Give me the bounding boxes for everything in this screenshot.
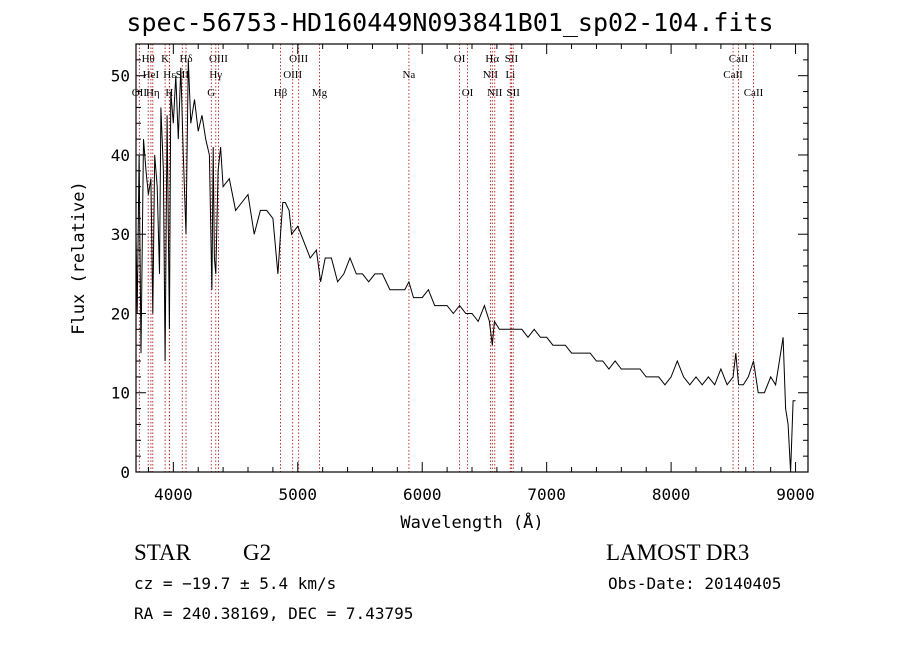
y-tick-label: 10: [111, 384, 130, 403]
marker-label: Mg: [312, 87, 328, 99]
marker-label: SII: [176, 69, 190, 81]
flux-line: [136, 59, 796, 472]
marker-label: Hη: [146, 87, 160, 99]
flux-series: [136, 59, 796, 472]
y-tick-label: 30: [111, 225, 130, 244]
y-tick-label: 40: [111, 146, 130, 165]
marker-label: K: [161, 53, 169, 65]
marker-label: Na: [402, 69, 415, 81]
x-tick-label: 8000: [652, 485, 691, 504]
marker-label: Hε: [163, 69, 176, 81]
axis-labels: Wavelength (Å) Flux (relative): [69, 181, 544, 533]
marker-label: OIII: [289, 53, 308, 65]
marker-label: NII: [487, 87, 503, 99]
marker-label: SII: [505, 53, 519, 65]
x-tick-label: 5000: [279, 485, 318, 504]
marker-label: OI: [462, 87, 474, 99]
spectral-subclass: G2: [243, 540, 272, 565]
marker-label: HeI: [143, 69, 160, 81]
chart-title: spec-56753-HD160449N093841B01_sp02-104.f…: [126, 8, 774, 37]
redshift-value: cz = −19.7 ± 5.4 km/s: [134, 574, 337, 593]
y-tick-label: 0: [120, 463, 130, 482]
marker-label: OIII: [209, 53, 228, 65]
marker-label: Hβ: [274, 87, 288, 99]
marker-label: G: [207, 87, 215, 99]
plot-frame: [135, 43, 809, 473]
y-axis-label: Flux (relative): [69, 181, 89, 335]
y-tick-label: 20: [111, 304, 130, 323]
object-class: STAR: [134, 540, 191, 565]
axes: 4000 5000 6000 7000 8000 9000 0 10 20 30 40 50: [111, 44, 815, 504]
emission-line-markers: OIIHθHeIHηKHHεHδSIIOIIIHγGHβOIIIOIIIMgNa…: [132, 44, 764, 472]
marker-label: Hα: [485, 53, 499, 65]
observation-date: Obs-Date: 20140405: [608, 574, 782, 593]
marker-label: CaII: [723, 69, 743, 81]
x-axis-label: Wavelength (Å): [400, 511, 543, 533]
marker-label: Hδ: [179, 53, 192, 65]
x-tick-label: 6000: [403, 485, 442, 504]
marker-label: OI: [454, 53, 466, 65]
marker-label: SII: [506, 87, 520, 99]
x-tick-label: 9000: [776, 485, 815, 504]
marker-label: OIII: [283, 69, 302, 81]
marker-label: Hγ: [209, 69, 222, 81]
x-tick-label: 4000: [154, 485, 193, 504]
marker-label: CaII: [729, 53, 749, 65]
marker-label: Hθ: [142, 53, 155, 65]
coordinates: RA = 240.38169, DEC = 7.43795: [134, 604, 414, 623]
y-tick-label: 50: [111, 67, 130, 86]
marker-label: CaII: [744, 87, 764, 99]
survey-name: LAMOST DR3: [606, 540, 750, 565]
x-tick-label: 7000: [527, 485, 566, 504]
marker-label: NII: [483, 69, 499, 81]
marker-label: Li: [505, 69, 515, 81]
